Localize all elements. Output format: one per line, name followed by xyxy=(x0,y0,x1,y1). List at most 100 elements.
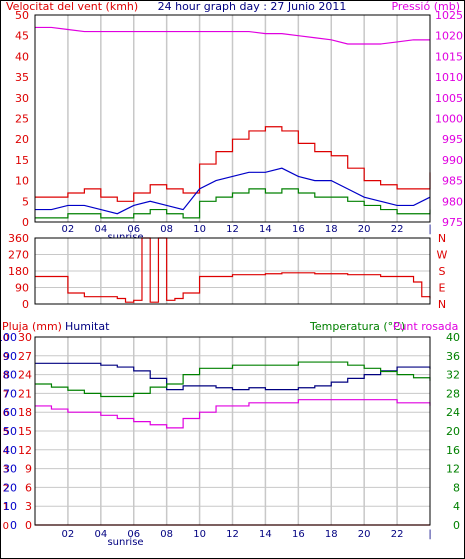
thermo-panel-x-tick: 06 xyxy=(127,529,140,540)
direction-line xyxy=(35,237,431,303)
pressure-y-tick: 995 xyxy=(442,133,463,146)
rain-y-tick: 4 xyxy=(3,446,9,457)
rain-title: Pluja (mm) xyxy=(2,320,62,333)
temperature-right-y-tick: 40 xyxy=(446,331,460,344)
rain-y-tick: 6 xyxy=(3,408,9,419)
temperature-y-tick: 30 xyxy=(18,331,32,344)
humidity-y-tick: 70 xyxy=(3,387,17,400)
wind-gust-line xyxy=(35,126,431,202)
pressure-y-tick: 980 xyxy=(442,195,463,208)
rain-y-tick: 9 xyxy=(3,352,9,363)
temperature-y-tick: 18 xyxy=(18,406,32,419)
temperature-title: Temperatura (°C) xyxy=(309,320,405,333)
thermo-panel-x-tick: 22 xyxy=(391,529,404,540)
wind-y-tick: 20 xyxy=(15,133,29,146)
temperature-right-y-tick: 0 xyxy=(453,519,460,532)
rain-y-tick: 5 xyxy=(3,427,9,438)
direction-panel-frame xyxy=(34,237,431,305)
wind-panel-x-tick: 10 xyxy=(193,224,206,235)
thermo-panel-frame xyxy=(34,336,431,526)
thermo-panel-sunrise-label: sunrise xyxy=(107,537,143,548)
humidity-y-tick: 90 xyxy=(3,350,17,363)
temperature-right-y-tick: 24 xyxy=(446,406,460,419)
pressure-y-tick: 1025 xyxy=(435,9,463,22)
humidity-title: Humitat xyxy=(65,320,110,333)
direction-y-tick: 90 xyxy=(15,282,29,295)
wind-y-tick: 5 xyxy=(22,195,29,208)
wind-panel-x-tick: 12 xyxy=(226,224,239,235)
thermo-panel-x-tick: 10 xyxy=(193,529,206,540)
pressure-y-tick: 1010 xyxy=(435,71,463,84)
temperature-y-tick: 0 xyxy=(25,519,32,532)
wind-panel-x-tick: 06 xyxy=(127,224,140,235)
pressure-y-tick: 990 xyxy=(442,154,463,167)
pressure-title: Pressió (mb) xyxy=(391,0,460,13)
wind-panel-x-tick: 02 xyxy=(62,224,75,235)
direction-y-tick: 270 xyxy=(8,249,29,262)
pressure-y-tick: 975 xyxy=(442,216,463,229)
wind-panel-x-tick: 18 xyxy=(325,224,338,235)
temperature-y-tick: 3 xyxy=(25,500,32,513)
direction-compass-label: E xyxy=(439,282,446,295)
rain-y-tick: 8 xyxy=(3,371,9,382)
thermo-panel-x-tick: 08 xyxy=(160,529,173,540)
humidity-y-tick: 100 xyxy=(0,331,17,344)
thermo-panel-x-tick: 16 xyxy=(292,529,305,540)
wind-panel-x-end-tick: | xyxy=(428,224,431,235)
pressure-y-tick: 1000 xyxy=(435,113,463,126)
rain-y-tick: 0 xyxy=(3,521,9,532)
thermo-panel-x-tick: 18 xyxy=(325,529,338,540)
wind-y-tick: 10 xyxy=(15,175,29,188)
humidity-y-tick: 40 xyxy=(3,444,17,457)
wind-y-tick: 25 xyxy=(15,113,29,126)
temperature-y-tick: 15 xyxy=(18,425,32,438)
thermo-panel-x-tick: 14 xyxy=(259,529,272,540)
wind-y-tick: 15 xyxy=(15,154,29,167)
temperature-y-tick: 21 xyxy=(18,387,32,400)
chart-title: 24 hour graph day : 27 Junio 2011 xyxy=(158,0,347,13)
temperature-right-y-tick: 4 xyxy=(453,500,460,513)
temperature-right-y-tick: 16 xyxy=(446,444,460,457)
thermo-panel-x-tick: 04 xyxy=(94,529,107,540)
wind-min-line xyxy=(35,188,431,219)
direction-compass-label: W xyxy=(437,249,448,262)
temperature-right-y-tick: 8 xyxy=(453,481,460,494)
humidity-y-tick: 80 xyxy=(3,369,17,382)
wind-y-tick: 35 xyxy=(15,71,29,84)
rain-y-tick: 3 xyxy=(3,465,9,476)
wind-panel-x-tick: 20 xyxy=(358,224,371,235)
humidity-line xyxy=(35,362,431,391)
humidity-y-tick: 0 xyxy=(10,519,17,532)
direction-compass-label: N xyxy=(438,298,446,311)
wind-panel-x-tick: 16 xyxy=(292,224,305,235)
thermo-panel-x-tick: 20 xyxy=(358,529,371,540)
temperature-y-tick: 6 xyxy=(25,481,32,494)
rain-y-tick: 7 xyxy=(3,389,9,400)
temperature-y-tick: 9 xyxy=(25,463,32,476)
humidity-y-tick: 10 xyxy=(3,500,17,513)
temperature-right-y-tick: 32 xyxy=(446,369,460,382)
wind-y-tick: 30 xyxy=(15,92,29,105)
wind-y-tick: 45 xyxy=(15,30,29,43)
dewpoint-line xyxy=(35,399,431,429)
wind-panel-x-tick: 04 xyxy=(94,224,107,235)
rain-y-tick: 10 xyxy=(0,333,9,344)
direction-y-tick: 180 xyxy=(8,265,29,278)
wind-panel-x-tick: 14 xyxy=(259,224,272,235)
wind-panel-x-tick: 22 xyxy=(391,224,404,235)
direction-compass-label: S xyxy=(439,265,446,278)
rain-y-tick: 1 xyxy=(3,502,9,513)
wind-y-tick: 0 xyxy=(22,216,29,229)
thermo-panel-x-end-tick: | xyxy=(428,529,431,540)
wind-y-tick: 40 xyxy=(15,50,29,63)
temperature-y-tick: 12 xyxy=(18,444,32,457)
humidity-y-tick: 60 xyxy=(3,406,17,419)
direction-compass-label: N xyxy=(438,232,446,245)
pressure-line xyxy=(35,26,430,45)
humidity-y-tick: 30 xyxy=(3,463,17,476)
temperature-y-tick: 24 xyxy=(18,369,32,382)
wind-panel-frame xyxy=(34,14,431,223)
temperature-right-y-tick: 20 xyxy=(446,425,460,438)
rain-y-tick: 2 xyxy=(3,483,9,494)
